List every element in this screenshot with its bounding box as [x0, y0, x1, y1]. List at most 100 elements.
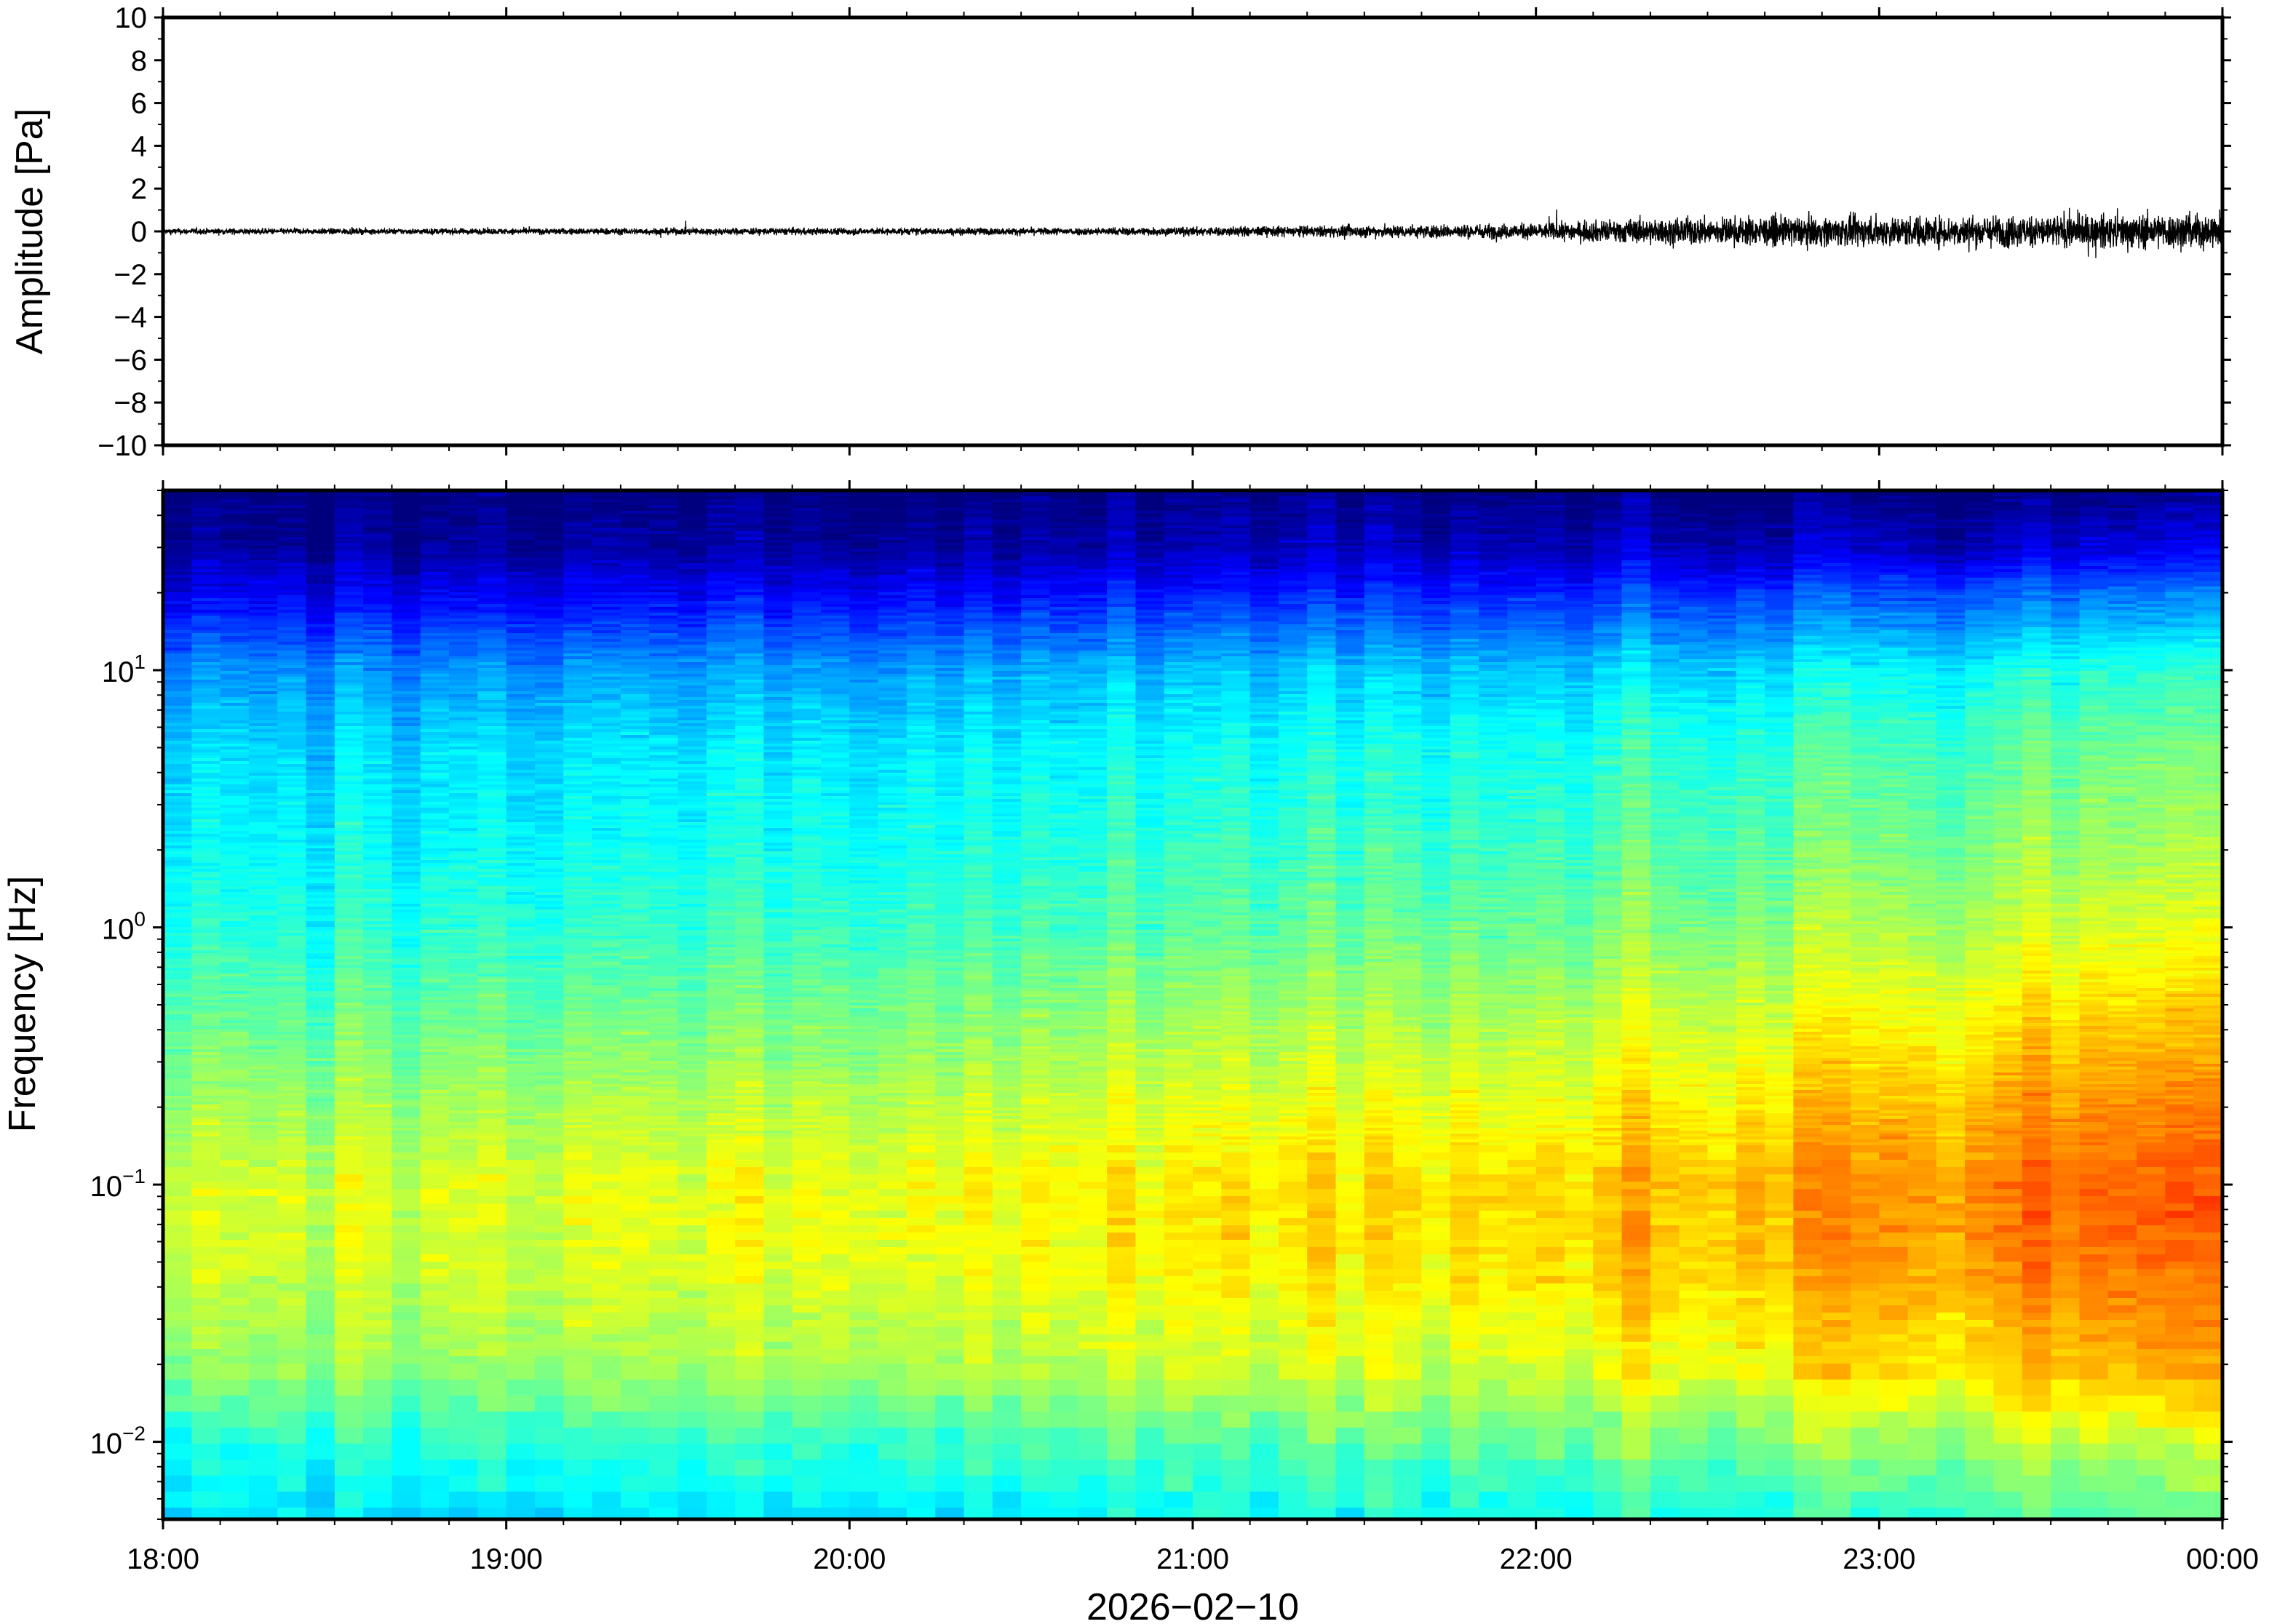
spectrogram-cell — [449, 694, 478, 698]
spectrogram-cell — [220, 1093, 250, 1096]
spectrogram-cell — [506, 717, 536, 721]
spectrogram-cell — [449, 1110, 478, 1114]
spectrogram-cell — [535, 904, 564, 907]
spectrogram-cell — [592, 1342, 621, 1350]
spectrogram-cell — [163, 537, 192, 541]
spectrogram-cell — [649, 877, 678, 881]
spectrogram-cell — [220, 1476, 250, 1492]
spectrogram-cell — [163, 985, 192, 989]
spectrogram-cell — [363, 901, 392, 904]
spectrogram-cell — [421, 752, 450, 756]
spectrogram-cell — [392, 618, 421, 622]
spectrogram-cell — [191, 1196, 220, 1204]
spectrogram-cell — [421, 1476, 450, 1492]
spectrogram-cell — [191, 796, 220, 800]
spectrogram-cell — [449, 729, 478, 733]
spectrogram-cell — [277, 1174, 306, 1182]
spectrogram-cell — [163, 819, 192, 823]
spectrogram-cell — [249, 1122, 278, 1126]
spectrogram-cell — [363, 834, 392, 837]
spectrogram-cell — [220, 825, 250, 829]
spectrogram-cell — [277, 764, 306, 768]
spectrogram-cell — [335, 1196, 364, 1204]
spectrogram-cell — [592, 985, 621, 989]
spectrogram-cell — [506, 1003, 536, 1006]
spectrogram-cell — [449, 592, 478, 596]
spectrogram-cell — [163, 822, 192, 826]
spectrogram-cell — [392, 522, 421, 526]
spectrogram-cell — [649, 918, 678, 922]
spectrogram-cell — [477, 767, 506, 771]
spectrogram-cell — [506, 744, 536, 747]
spectrogram-cell — [220, 819, 250, 823]
spectrogram-cell — [421, 671, 450, 674]
spectrogram-cell — [592, 621, 621, 625]
spectrogram-cell — [249, 1017, 278, 1021]
spectrogram-cell — [363, 575, 392, 578]
spectrogram-cell — [335, 912, 364, 916]
spectrogram-cell — [191, 837, 220, 840]
spectrogram-cell — [592, 1334, 621, 1342]
spectrogram-cell — [363, 1196, 392, 1204]
spectrogram-cell — [163, 520, 192, 523]
spectrogram-cell — [477, 1334, 506, 1342]
spectrogram-cell — [477, 720, 506, 724]
spectrogram-cell — [220, 642, 250, 645]
spectrogram-cell — [421, 991, 450, 995]
spectrogram-cell — [563, 508, 592, 512]
spectrogram-cell — [277, 904, 306, 907]
spectrogram-cell — [649, 1364, 678, 1380]
spectrogram-cell — [477, 1167, 506, 1175]
spectrogram-cell — [306, 1087, 335, 1091]
spectrogram-cell — [363, 965, 392, 968]
spectrogram-cell — [649, 648, 678, 651]
spectrogram-cell — [449, 572, 478, 576]
spectrogram-cell — [163, 607, 192, 610]
spectrogram-cell — [306, 819, 335, 823]
spectrogram-cell — [220, 837, 250, 840]
spectrogram-cell — [649, 747, 678, 750]
spectrogram-cell — [306, 776, 335, 779]
spectrogram-cell — [592, 979, 621, 983]
spectrogram-cell — [421, 915, 450, 919]
spectrogram-cell — [363, 560, 392, 564]
spectrogram-cell — [592, 909, 621, 913]
spectrogram-cell — [535, 843, 564, 846]
spectrogram-cell — [535, 688, 564, 692]
spectrogram-cell — [363, 1203, 392, 1211]
spectrogram-cell — [535, 1067, 564, 1070]
spectrogram-cell — [535, 735, 564, 739]
spectrogram-cell — [449, 784, 478, 788]
spectrogram-cell — [649, 1064, 678, 1067]
spectrogram-cell — [621, 1122, 650, 1126]
spectrogram-cell — [306, 1113, 335, 1117]
spectrogram-cell — [306, 1167, 335, 1175]
spectrogram-cell — [506, 723, 536, 727]
spectrogram-cell — [306, 1102, 335, 1105]
spectrogram-cell — [649, 872, 678, 875]
spectrogram-cell — [535, 1049, 564, 1053]
spectrogram-cell — [421, 790, 450, 794]
spectrogram-cell — [249, 540, 278, 544]
spectrogram-cell — [506, 650, 536, 654]
spectrogram-cell — [449, 1342, 478, 1350]
spectrogram-cell — [363, 749, 392, 753]
spectrogram-cell — [277, 1167, 306, 1175]
spectrogram-cell — [220, 1122, 250, 1126]
spectrogram-cell — [449, 761, 478, 765]
spectrogram-cell — [363, 944, 392, 948]
spectrogram-cell — [563, 1049, 592, 1053]
spectrogram-cell — [592, 1298, 621, 1306]
spectrogram-cell — [421, 1145, 450, 1153]
spectrogram-cell — [163, 621, 192, 625]
spectrogram-cell — [649, 677, 678, 680]
spectrogram-cell — [421, 875, 450, 878]
spectrogram-cell — [477, 781, 506, 785]
spectrogram-cell — [392, 1428, 421, 1444]
spectrogram-cell — [649, 537, 678, 541]
spectrogram-cell — [649, 790, 678, 794]
spectrogram-cell — [535, 1040, 564, 1044]
spectrogram-cell — [191, 1262, 220, 1270]
spectrogram-cell — [421, 1040, 450, 1044]
spectrogram-cell — [421, 715, 450, 718]
